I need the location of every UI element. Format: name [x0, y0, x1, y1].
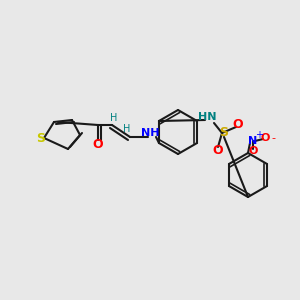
Text: NH: NH: [141, 128, 159, 138]
Text: O: O: [93, 139, 103, 152]
Text: O: O: [233, 118, 243, 130]
Text: H: H: [123, 124, 131, 134]
Text: N: N: [248, 136, 258, 146]
Text: H: H: [110, 113, 118, 123]
Text: S: S: [220, 127, 229, 140]
Text: +: +: [255, 130, 263, 140]
Text: -: -: [271, 133, 275, 143]
Text: O: O: [213, 143, 223, 157]
Text: O: O: [248, 146, 258, 156]
Text: S: S: [37, 131, 46, 145]
Text: O: O: [260, 133, 270, 143]
Text: HN: HN: [198, 112, 216, 122]
